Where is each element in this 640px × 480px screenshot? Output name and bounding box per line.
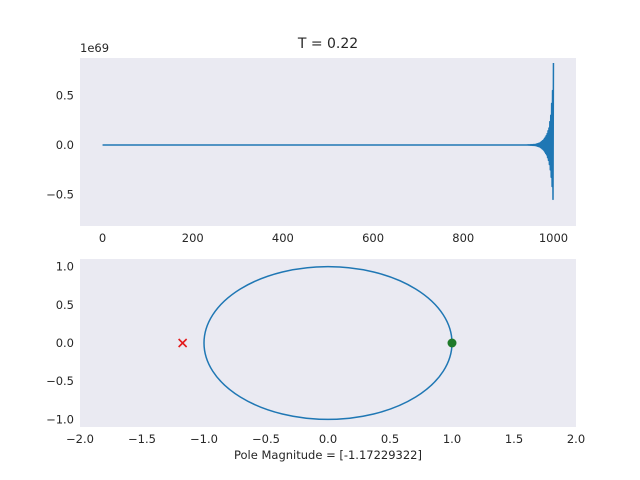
y-tick-label: −0.5 — [46, 374, 74, 388]
chart-title: T = 0.22 — [297, 36, 358, 52]
y-offset-label: 1e69 — [80, 41, 109, 55]
signal-y-ticks: −0.5 0.0 0.5 — [46, 89, 74, 202]
signal-axes-background — [80, 58, 576, 226]
x-axis-label: Pole Magnitude = [-1.17229322] — [234, 448, 422, 462]
y-tick-label: −1.0 — [46, 412, 74, 426]
y-tick-label: −0.5 — [46, 187, 74, 201]
pole-zero-y-ticks: −1.0 −0.5 0.0 0.5 1.0 — [46, 260, 74, 427]
x-tick-label: 800 — [452, 231, 474, 245]
pole-marker — [178, 338, 188, 348]
x-tick-label: 1.0 — [443, 432, 461, 446]
y-tick-label: 0.0 — [56, 138, 74, 152]
x-tick-label: 1.5 — [505, 432, 523, 446]
x-tick-label: −1.0 — [190, 432, 218, 446]
x-tick-label: 200 — [182, 231, 204, 245]
signal-plot-area — [102, 62, 555, 201]
x-tick-label: 0 — [99, 231, 106, 245]
signal-series-line — [102, 62, 555, 201]
x-tick-label: 1000 — [539, 231, 568, 245]
x-tick-label: −2.0 — [66, 432, 94, 446]
pole-zero-x-ticks: −2.0 −1.5 −1.0 −0.5 0.0 0.5 1.0 1.5 2.0 — [66, 432, 585, 446]
x-tick-label: 600 — [362, 231, 384, 245]
x-tick-label: 400 — [272, 231, 294, 245]
signal-axes: T = 0.22 1e69 0 200 400 600 800 1000 −0.5 0.0 0… — [46, 36, 576, 245]
zero-marker — [447, 338, 457, 348]
y-tick-label: 0.5 — [56, 89, 74, 103]
x-tick-label: −1.5 — [128, 432, 156, 446]
pole-zero-plot-area — [178, 265, 457, 421]
signal-x-ticks: 0 200 400 600 800 1000 — [99, 231, 568, 245]
x-tick-label: 0.0 — [319, 432, 337, 446]
x-tick-label: −0.5 — [252, 432, 280, 446]
x-tick-label: 0.5 — [381, 432, 399, 446]
pole-zero-axes-background — [80, 259, 576, 427]
y-tick-label: 1.0 — [56, 260, 74, 274]
x-tick-label: 2.0 — [567, 432, 585, 446]
y-tick-label: 0.5 — [56, 298, 74, 312]
pole-zero-axes: Pole Magnitude = [-1.17229322] −2.0 −1.5−… — [46, 259, 585, 462]
y-tick-label: 0.0 — [56, 336, 74, 350]
